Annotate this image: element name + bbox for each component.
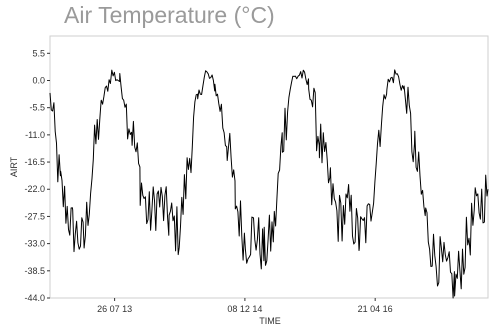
series-layer (49, 69, 489, 299)
y-tick-label: -38.5 (24, 266, 45, 276)
y-tick-label: -27.5 (24, 211, 45, 221)
y-axis-ticks: 5.5 0.0 -5.5 -11.0 -16.5 -22.0 -27.5 -33.0 -38.5… (24, 48, 50, 303)
x-tick-label: 08 12 14 (227, 304, 262, 314)
chart-title: Air Temperature (°C) (64, 2, 275, 28)
y-tick-label: 5.5 (32, 48, 45, 58)
y-tick-label: -11.0 (25, 130, 45, 140)
x-tick-label: 21 04 16 (358, 304, 393, 314)
series-line (49, 69, 489, 299)
y-tick-label: -16.5 (24, 157, 45, 167)
y-tick-label: -5.5 (29, 103, 45, 113)
y-tick-label: -22.0 (24, 184, 45, 194)
y-tick-label: 0.0 (32, 75, 45, 85)
y-tick-label: -44.0 (24, 293, 45, 303)
x-axis-label: TIME (259, 316, 281, 326)
y-tick-label: -33.0 (24, 239, 45, 249)
x-axis-ticks: 26 07 13 08 12 14 21 04 16 (97, 298, 393, 314)
x-tick-label: 26 07 13 (97, 304, 132, 314)
y-axis-label: AIRT (9, 156, 19, 177)
plot-frame (49, 35, 489, 299)
